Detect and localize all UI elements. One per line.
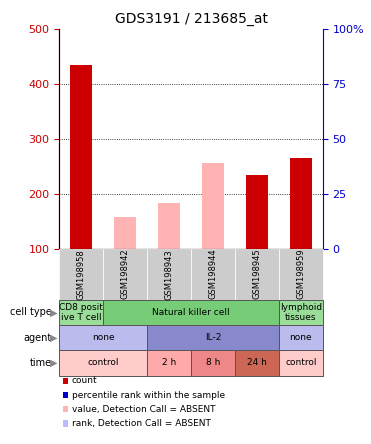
Text: Natural killer cell: Natural killer cell bbox=[152, 308, 230, 317]
Text: ▶: ▶ bbox=[50, 307, 58, 317]
Title: GDS3191 / 213685_at: GDS3191 / 213685_at bbox=[115, 12, 267, 27]
Bar bbox=[158, 203, 180, 249]
Text: control: control bbox=[88, 358, 119, 368]
Text: agent: agent bbox=[24, 333, 52, 343]
Bar bbox=[114, 217, 136, 249]
Text: CD8 posit
ive T cell: CD8 posit ive T cell bbox=[59, 303, 103, 322]
Text: GSM198942: GSM198942 bbox=[121, 249, 130, 300]
Text: cell type: cell type bbox=[10, 307, 52, 317]
Text: rank, Detection Call = ABSENT: rank, Detection Call = ABSENT bbox=[72, 419, 211, 428]
Text: GSM198958: GSM198958 bbox=[77, 249, 86, 300]
Text: none: none bbox=[289, 333, 312, 342]
Text: 2 h: 2 h bbox=[162, 358, 176, 368]
Bar bbox=[202, 163, 224, 249]
Text: GSM198959: GSM198959 bbox=[296, 249, 305, 300]
Bar bbox=[290, 158, 312, 249]
Text: IL-2: IL-2 bbox=[205, 333, 221, 342]
Text: 8 h: 8 h bbox=[206, 358, 220, 368]
Text: control: control bbox=[285, 358, 316, 368]
Text: GSM198944: GSM198944 bbox=[209, 249, 217, 300]
Text: ▶: ▶ bbox=[50, 358, 58, 368]
Bar bbox=[246, 175, 268, 249]
Bar bbox=[70, 64, 92, 249]
Text: count: count bbox=[72, 377, 98, 385]
Text: GSM198945: GSM198945 bbox=[252, 249, 262, 300]
Text: percentile rank within the sample: percentile rank within the sample bbox=[72, 391, 225, 400]
Text: lymphoid
tissues: lymphoid tissues bbox=[280, 303, 322, 322]
Text: ▶: ▶ bbox=[50, 333, 58, 343]
Text: time: time bbox=[30, 358, 52, 368]
Text: value, Detection Call = ABSENT: value, Detection Call = ABSENT bbox=[72, 405, 216, 414]
Text: GSM198943: GSM198943 bbox=[165, 249, 174, 300]
Text: 24 h: 24 h bbox=[247, 358, 267, 368]
Text: none: none bbox=[92, 333, 115, 342]
